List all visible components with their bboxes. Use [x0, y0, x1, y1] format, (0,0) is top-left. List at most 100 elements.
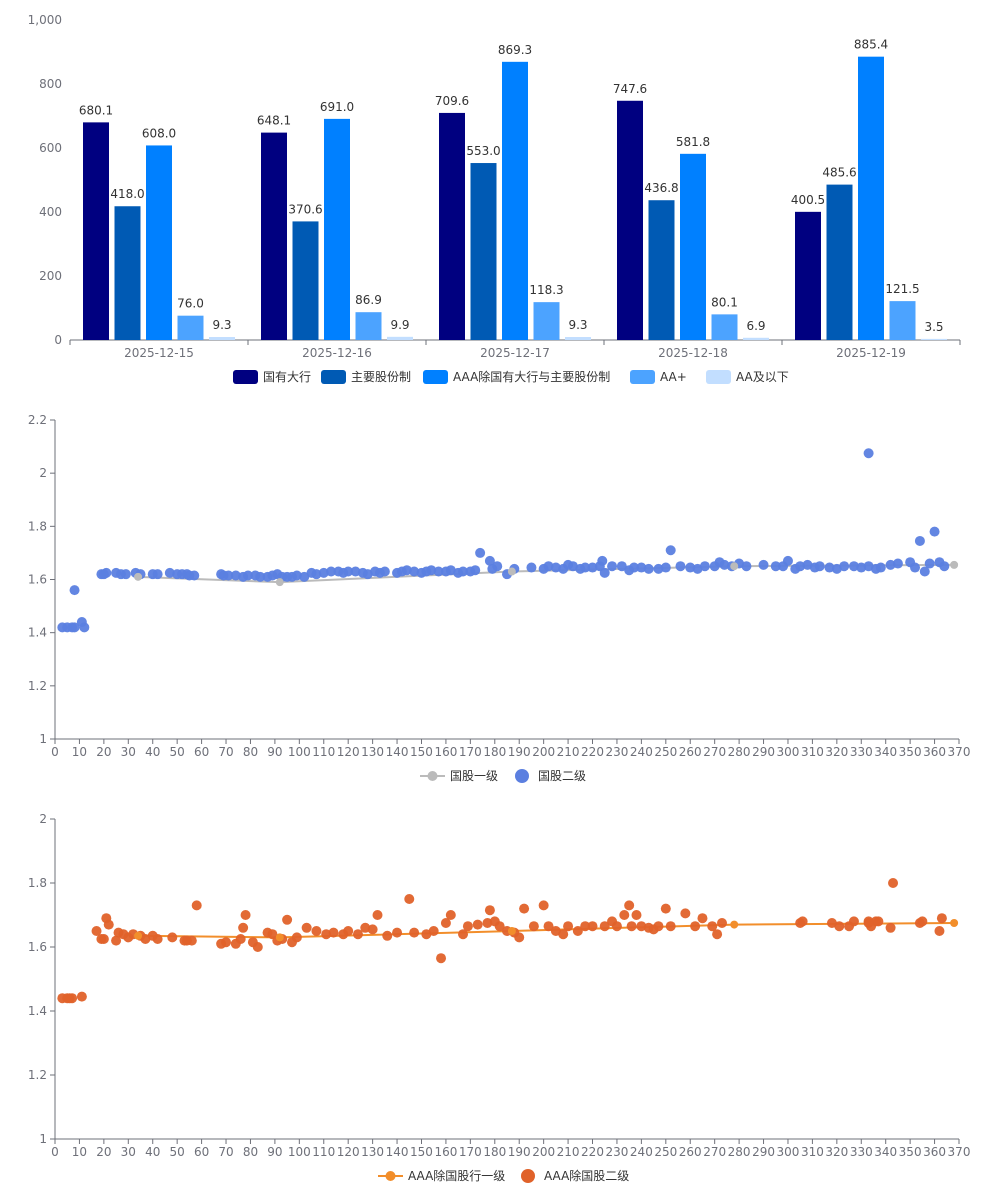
scatter-point: [484, 905, 495, 916]
bar-1-0: [114, 206, 141, 340]
x-tick-label: 340: [874, 745, 897, 759]
x-tick-label: 100: [288, 745, 311, 759]
x-tick-label: 90: [267, 1145, 282, 1159]
x-tick-label: 110: [312, 745, 335, 759]
x-tick-label: 220: [581, 745, 604, 759]
bar-data-label: 121.5: [885, 282, 919, 296]
scatter-point: [472, 919, 483, 930]
legend-label: AAA除国有大行与主要股份制: [453, 369, 610, 384]
y-tick-label: 1.4: [28, 626, 47, 640]
scatter-point: [392, 927, 403, 938]
scatter-point: [597, 555, 608, 566]
scatter-point: [328, 927, 339, 938]
bar-x-tick-label: 2025-12-15: [124, 346, 194, 360]
scatter-point: [428, 926, 439, 936]
x-tick-label: 200: [532, 1145, 555, 1159]
scatter-point: [839, 561, 850, 572]
x-tick-label: 340: [874, 1145, 897, 1159]
bar-3-3: [711, 314, 738, 340]
y-tick-label: 1: [39, 1132, 47, 1146]
x-tick-label: 20: [96, 745, 111, 759]
x-tick-label: 320: [825, 1145, 848, 1159]
scatter-point: [910, 562, 921, 573]
scatter-point: [665, 545, 676, 556]
x-tick-label: 60: [194, 1145, 209, 1159]
x-tick-label: 370: [948, 1145, 971, 1159]
x-tick-label: 260: [679, 745, 702, 759]
scatter-point: [101, 567, 112, 578]
scatter-point: [76, 991, 87, 1002]
scatter-point: [291, 932, 302, 943]
bar-0-1: [261, 132, 287, 340]
bar-1-3: [648, 200, 675, 340]
scatter-point: [885, 922, 896, 933]
scatter-point: [607, 561, 618, 572]
scatter-point: [299, 571, 310, 582]
scatter-point: [409, 927, 420, 938]
x-tick-label: 210: [557, 1145, 580, 1159]
y-tick-label: 1.8: [28, 519, 47, 533]
scatter-point: [580, 921, 591, 932]
bar-data-label: 485.6: [822, 166, 856, 180]
scatter-point: [433, 566, 444, 577]
scatter-point: [563, 921, 574, 932]
scatter-point: [379, 566, 390, 577]
legend-label: 主要股份制: [351, 370, 411, 384]
scatter-point: [936, 913, 947, 924]
legend-label: AA及以下: [736, 370, 789, 384]
scatter-point: [326, 566, 337, 577]
scatter-point: [572, 926, 583, 936]
scatter-point: [934, 926, 945, 936]
scatter-point: [519, 903, 530, 914]
x-tick-label: 60: [194, 745, 209, 759]
legend-scatter-marker: [521, 1169, 535, 1183]
scatter-point: [863, 916, 874, 927]
scatter-point: [458, 929, 469, 940]
bar-data-label: 418.0: [110, 187, 144, 201]
scatter-point: [470, 565, 481, 576]
scatter-point: [440, 918, 451, 928]
scatter-point: [599, 921, 610, 932]
bar-data-label: 436.8: [644, 181, 678, 195]
scatter-point: [436, 953, 447, 964]
scatter-point: [888, 878, 899, 888]
y-tick-label: 1.8: [28, 876, 47, 890]
x-tick-label: 180: [483, 1145, 506, 1159]
bar-3-1: [355, 312, 382, 340]
x-tick-label: 250: [654, 1145, 677, 1159]
x-tick-label: 10: [72, 745, 87, 759]
scatter-point: [311, 926, 322, 936]
line-point: [134, 931, 143, 940]
scatter-point: [186, 935, 197, 946]
scatter-point: [352, 929, 363, 940]
x-tick-label: 290: [752, 1145, 775, 1159]
bar-y-tick-label: 1,000: [28, 13, 62, 27]
bar-3-4: [889, 301, 916, 340]
scatter-point: [494, 921, 505, 932]
bar-0-3: [617, 100, 643, 340]
x-tick-label: 110: [312, 1145, 335, 1159]
scatter-point: [526, 562, 537, 573]
legend-swatch-0: [233, 370, 258, 384]
x-tick-label: 310: [801, 745, 824, 759]
line-point: [507, 567, 516, 576]
x-tick-label: 190: [508, 1145, 531, 1159]
x-tick-label: 240: [630, 745, 653, 759]
scatter-point: [580, 562, 591, 573]
scatter-point: [343, 926, 354, 936]
legend-label: AA+: [660, 370, 687, 384]
bar-data-label: 6.9: [746, 319, 765, 333]
x-tick-label: 150: [410, 1145, 433, 1159]
line-point: [950, 919, 959, 927]
y-tick-label: 1.2: [28, 1068, 47, 1082]
legend-label: 国股一级: [450, 769, 498, 783]
scatter-point: [797, 916, 808, 927]
scatter-point: [152, 569, 163, 580]
line-point: [275, 578, 284, 587]
bar-1-4: [826, 184, 853, 340]
scatter-point: [404, 894, 415, 904]
x-tick-label: 260: [679, 1145, 702, 1159]
scatter-point: [372, 910, 383, 920]
x-tick-label: 120: [337, 745, 360, 759]
x-tick-label: 270: [703, 745, 726, 759]
